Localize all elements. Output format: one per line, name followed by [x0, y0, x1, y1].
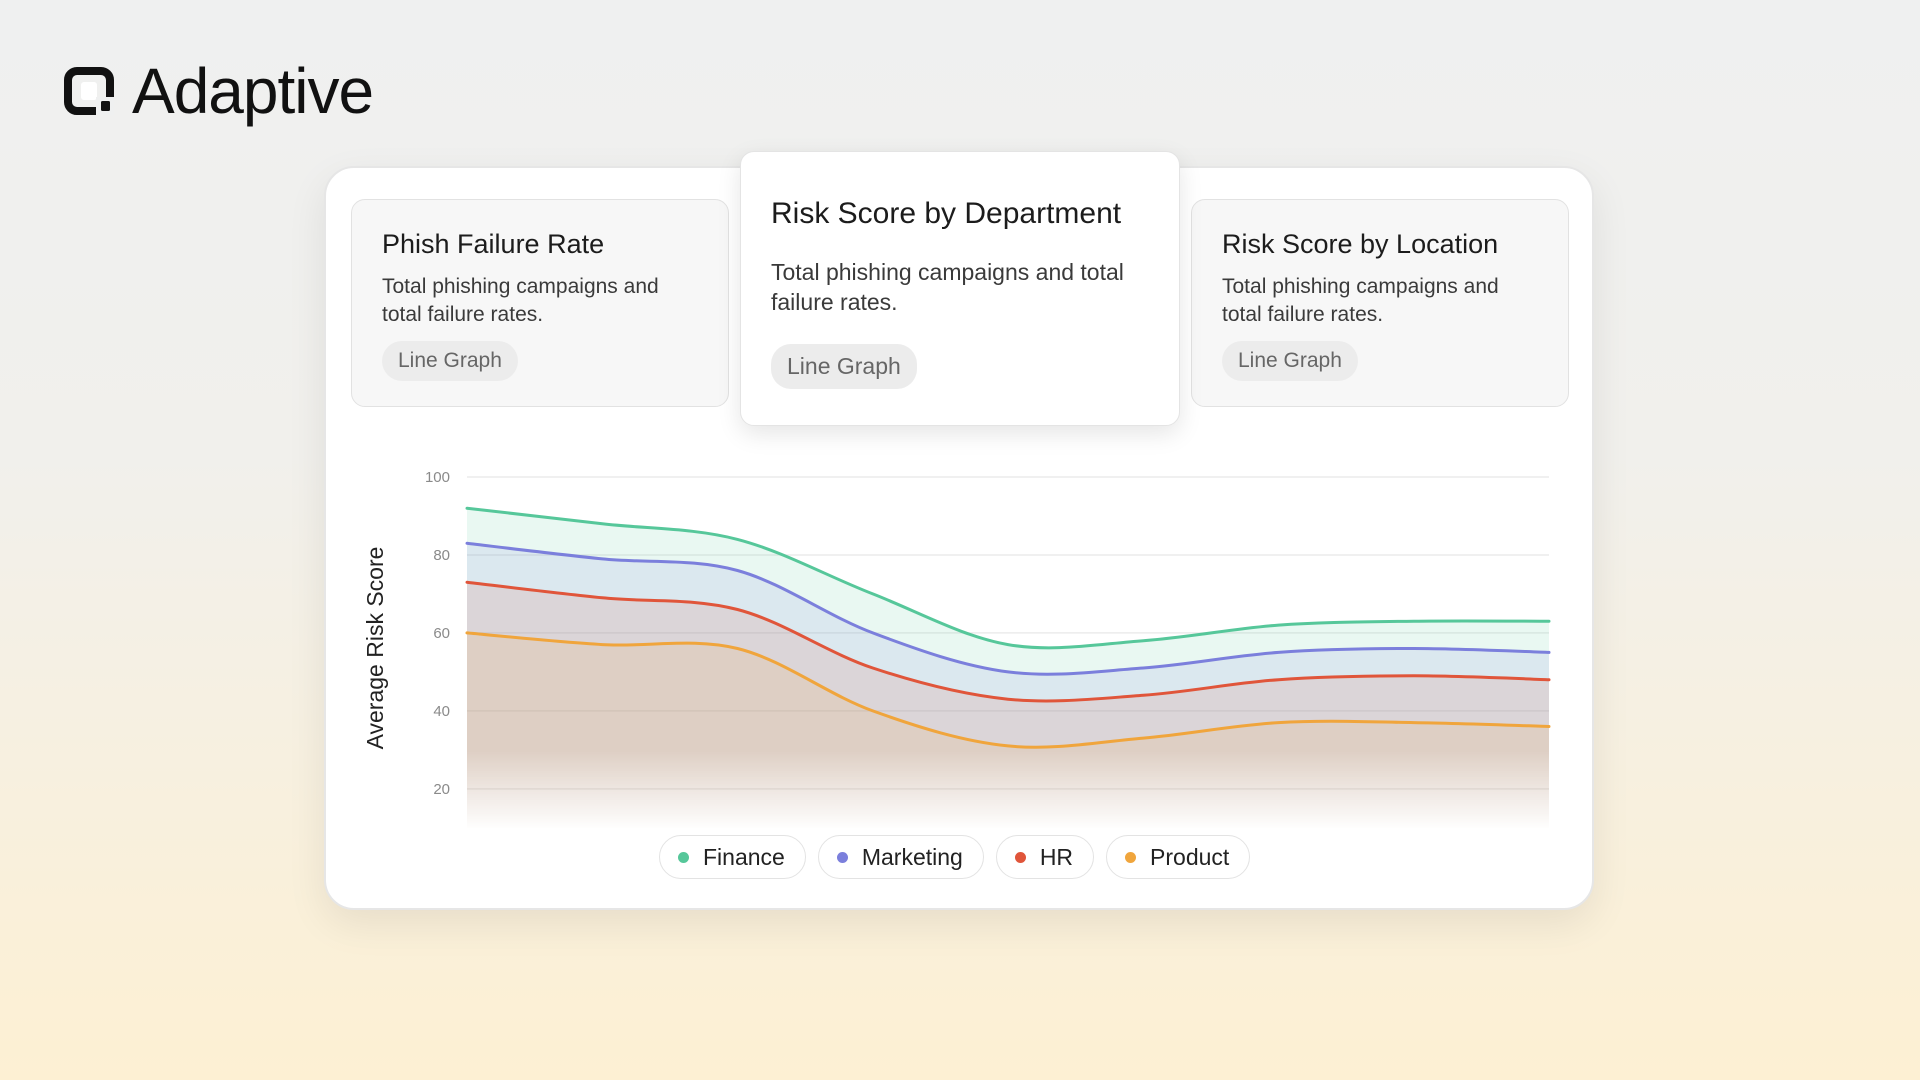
legend-item-marketing[interactable]: Marketing — [817, 835, 984, 879]
adaptive-logo-icon — [64, 67, 114, 115]
card-type-tag: Line Graph — [382, 340, 518, 381]
card-description: Total phishing campaigns and total failu… — [382, 275, 659, 326]
y-tick-label: 60 — [433, 625, 450, 642]
legend-item-hr[interactable]: HR — [995, 835, 1095, 879]
series-area-marketing — [467, 543, 1549, 828]
series-area-product — [467, 632, 1549, 828]
card-description: Total phishing campaigns and total failu… — [1222, 275, 1499, 326]
legend-item-product[interactable]: Product — [1106, 835, 1251, 879]
legend-label: Finance — [703, 843, 785, 870]
chart-legend: Finance Marketing HR Product — [659, 835, 1251, 879]
legend-dot-icon — [678, 851, 689, 863]
y-tick-label: 80 — [433, 547, 450, 564]
brand-logo: Adaptive — [64, 55, 374, 127]
y-tick-label: 40 — [433, 703, 450, 720]
card-type-tag: Line Graph — [771, 343, 917, 389]
series-line-hr — [465, 580, 1551, 703]
card-title: Risk Score by Location — [1222, 229, 1499, 259]
card-title: Phish Failure Rate — [382, 229, 605, 259]
card-risk-score-location[interactable]: Risk Score by Location Total phishing ca… — [1191, 199, 1569, 407]
card-type-tag: Line Graph — [1222, 340, 1358, 381]
legend-label: Product — [1150, 843, 1230, 870]
card-description: Total phishing campaigns and total failu… — [771, 259, 1124, 315]
legend-dot-icon — [1014, 851, 1026, 863]
series-line-finance — [465, 506, 1551, 650]
card-risk-score-department[interactable]: Risk Score by Department Total phishing … — [740, 151, 1180, 426]
y-axis-label: Average Risk Score — [362, 547, 388, 750]
legend-label: Marketing — [861, 843, 963, 870]
series-line-product — [465, 631, 1551, 749]
legend-dot-icon — [836, 851, 848, 863]
brand-name: Adaptive — [132, 55, 374, 127]
series-area-hr — [467, 582, 1549, 828]
series-line-marketing — [465, 541, 1551, 676]
series-area-finance — [467, 508, 1549, 828]
card-phish-failure-rate[interactable]: Phish Failure Rate Total phishing campai… — [351, 199, 729, 407]
legend-label: HR — [1039, 843, 1074, 870]
card-title: Risk Score by Department — [771, 197, 1122, 230]
legend-dot-icon — [1125, 851, 1137, 863]
y-tick-label: 20 — [433, 781, 450, 798]
legend-item-finance[interactable]: Finance — [659, 835, 806, 879]
y-tick-label: 100 — [425, 469, 450, 486]
